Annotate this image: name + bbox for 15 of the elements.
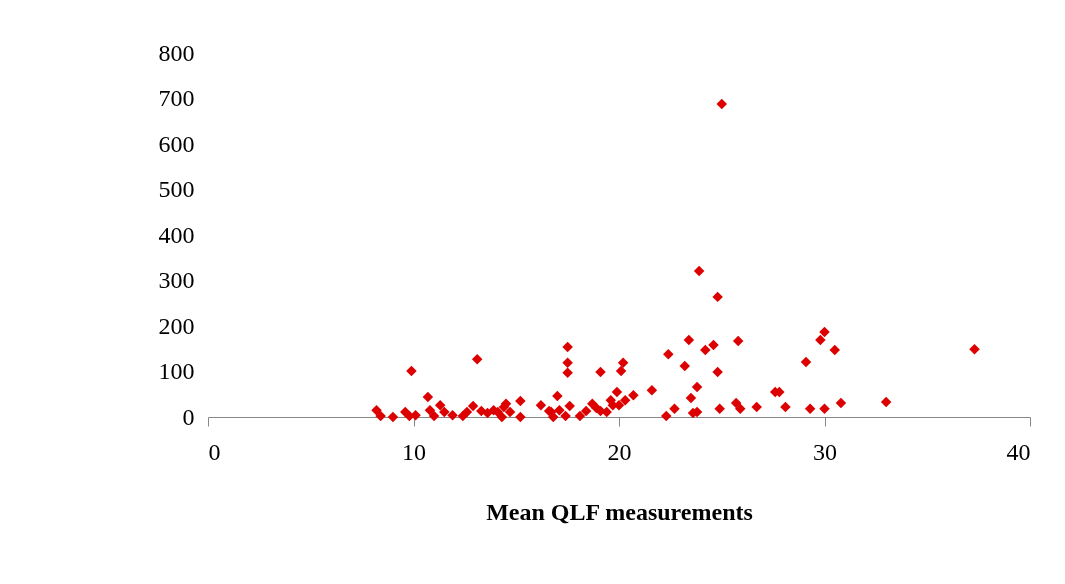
y-tick-label: 100: [158, 358, 195, 384]
y-tick-label: 400: [158, 221, 195, 248]
x-tick-label: 0: [208, 438, 221, 465]
x-axis-title: Mean QLF measurements: [486, 498, 753, 525]
y-tick-label: 500: [158, 176, 195, 202]
x-tick-label: 40: [1006, 438, 1031, 465]
x-tick-label: 20: [607, 438, 632, 465]
y-tick-label: 300: [158, 267, 195, 293]
y-tick-label: 700: [158, 85, 195, 111]
y-tick-label: 200: [158, 312, 195, 339]
y-tick-label: 800: [158, 39, 195, 66]
x-tick-label: 30: [813, 438, 837, 465]
x-tick-label: 10: [402, 438, 426, 465]
y-tick-label: 0: [182, 403, 195, 430]
y-tick-label: 600: [158, 130, 195, 157]
